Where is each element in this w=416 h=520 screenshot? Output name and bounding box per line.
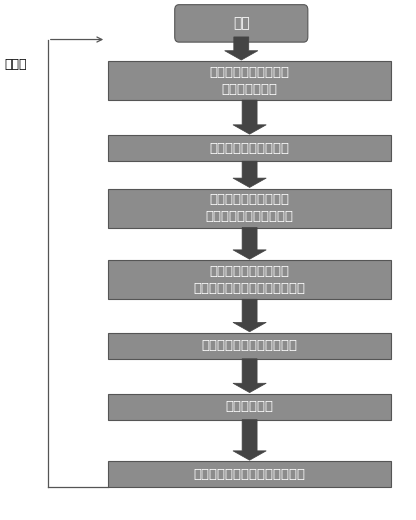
Polygon shape: [233, 359, 266, 393]
FancyBboxPatch shape: [108, 61, 391, 100]
Polygon shape: [233, 100, 266, 134]
Text: 检测结果计算、判读及报告生成: 检测结果计算、判读及报告生成: [193, 468, 306, 480]
FancyBboxPatch shape: [108, 135, 391, 161]
Polygon shape: [233, 228, 266, 259]
Text: 样品、标准品、质控品
批量化、自动化信号采集及转换: 样品、标准品、质控品 批量化、自动化信号采集及转换: [193, 265, 306, 295]
Text: 样品、标准品、质控品
批量化、自动化反应控制: 样品、标准品、质控品 批量化、自动化反应控制: [206, 193, 294, 223]
FancyBboxPatch shape: [108, 461, 391, 487]
Text: 新批次: 新批次: [4, 58, 27, 71]
Text: 检测方案的自动化生成: 检测方案的自动化生成: [210, 141, 290, 155]
Text: 质控品分析，判断质控结果: 质控品分析，判断质控结果: [202, 339, 297, 353]
Polygon shape: [225, 37, 258, 60]
Polygon shape: [233, 420, 266, 460]
Text: 标准曲线拟合: 标准曲线拟合: [225, 400, 274, 413]
FancyBboxPatch shape: [108, 260, 391, 299]
FancyBboxPatch shape: [175, 5, 308, 42]
FancyBboxPatch shape: [108, 394, 391, 420]
FancyBboxPatch shape: [108, 333, 391, 359]
Text: 开始: 开始: [233, 17, 250, 30]
Polygon shape: [233, 299, 266, 332]
FancyBboxPatch shape: [108, 188, 391, 228]
Text: 样本、芯片、试剂信息
批量化自动导入: 样本、芯片、试剂信息 批量化自动导入: [210, 66, 290, 96]
Polygon shape: [233, 161, 266, 188]
